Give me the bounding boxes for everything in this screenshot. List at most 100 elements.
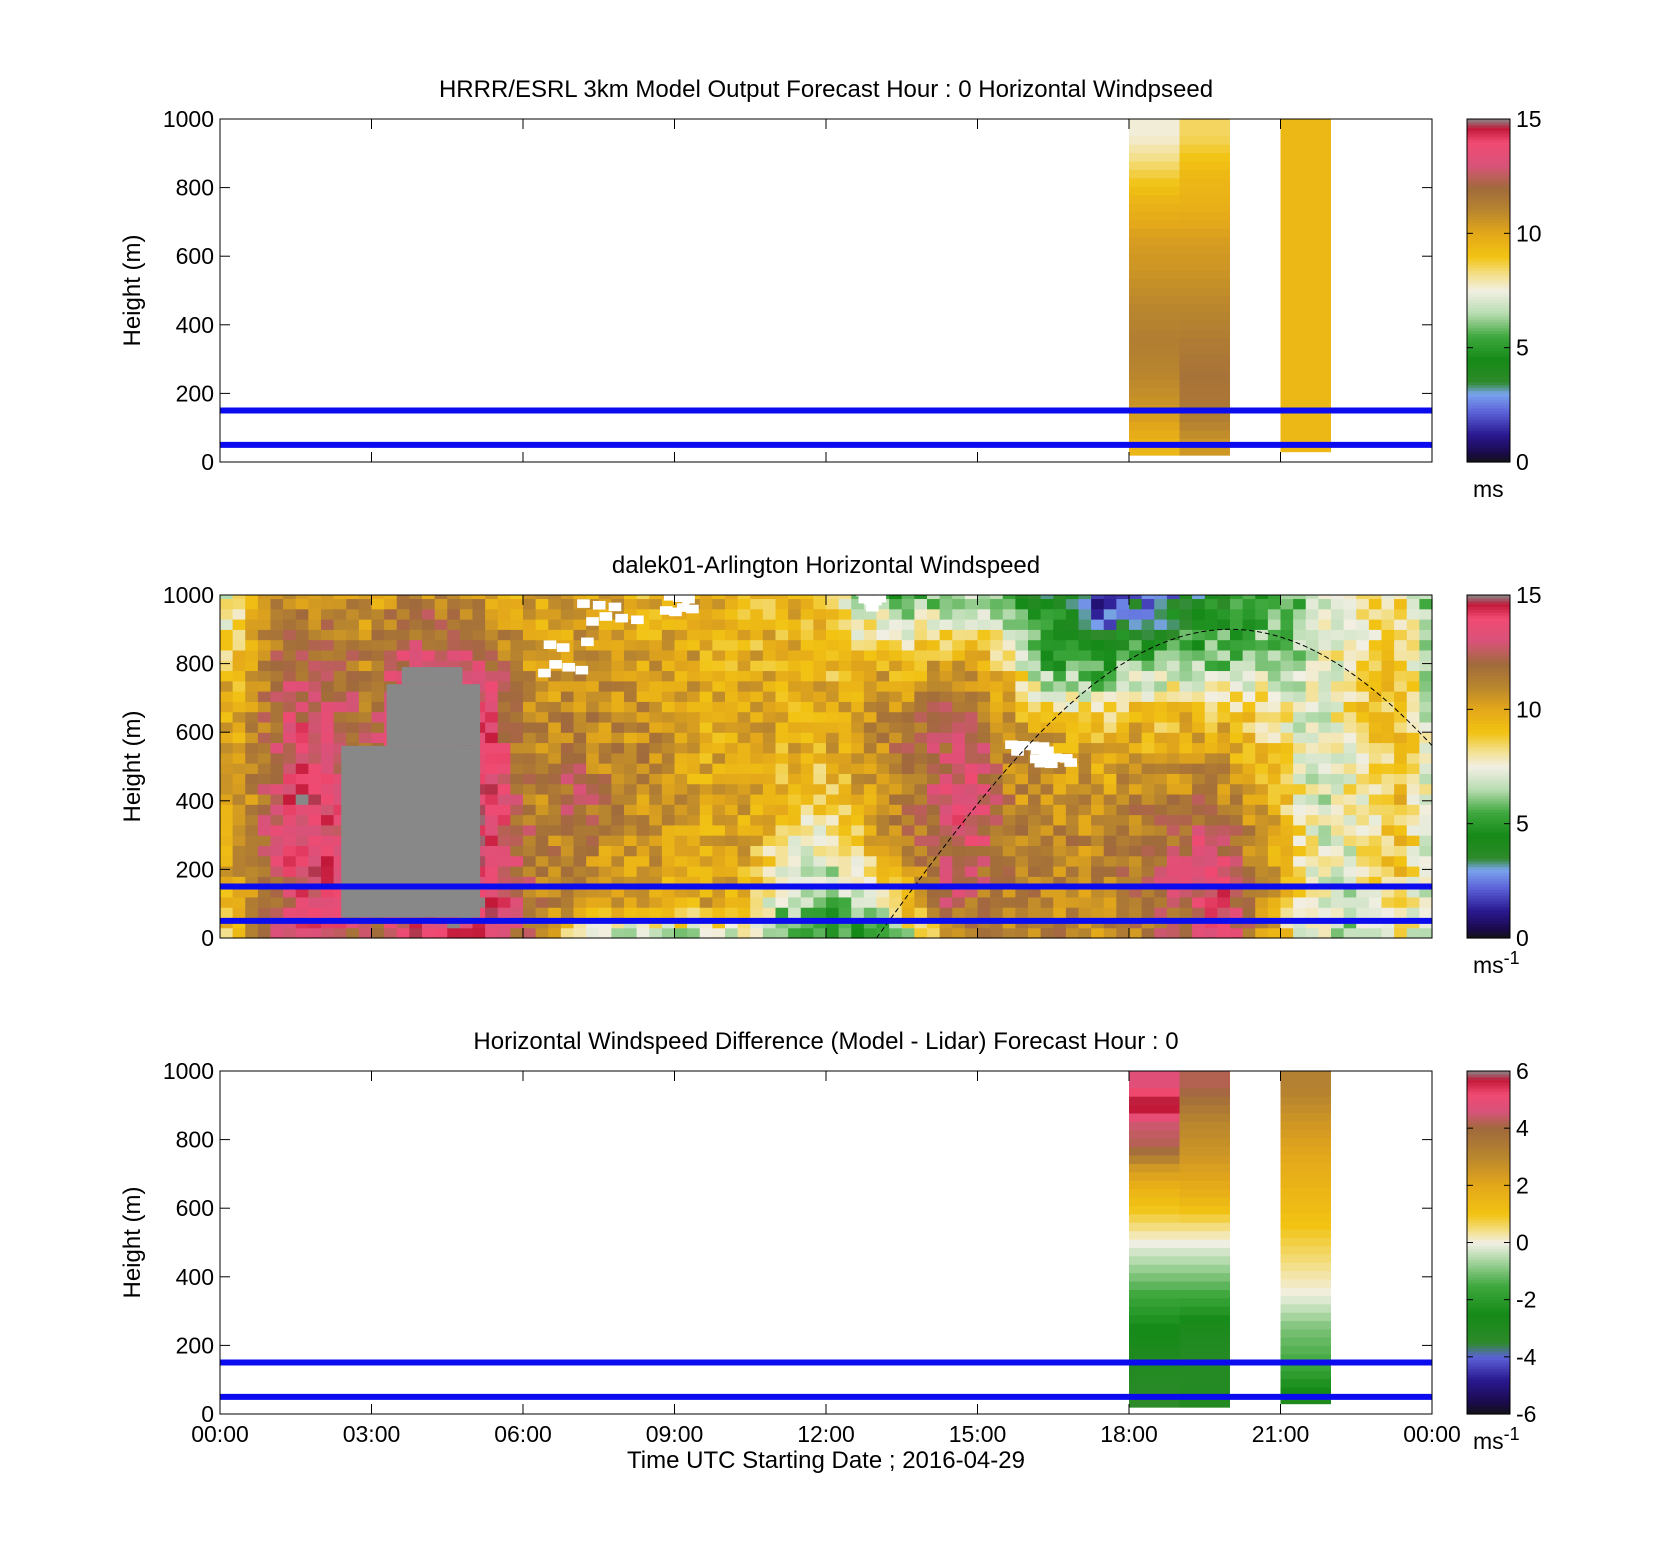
heatmap-cell xyxy=(1305,763,1319,774)
heatmap-cell xyxy=(1040,886,1054,898)
heatmap-cell xyxy=(510,721,524,733)
heatmap-cell xyxy=(737,619,751,630)
heatmap-cell xyxy=(851,721,865,733)
heatmap-cell xyxy=(876,845,890,857)
heatmap-cell xyxy=(1116,595,1130,600)
heatmap-cell xyxy=(762,835,777,846)
heatmap-cell xyxy=(1129,219,1180,229)
heatmap-cell xyxy=(813,907,827,919)
heatmap-cell xyxy=(1053,691,1067,702)
heatmap-cell xyxy=(270,598,284,610)
heatmap-cell xyxy=(939,660,953,672)
heatmap-cell xyxy=(1255,629,1269,641)
heatmap-cell xyxy=(939,824,953,836)
heatmap-cell xyxy=(1053,835,1067,846)
heatmap-cell xyxy=(1204,814,1218,826)
heatmap-cell xyxy=(283,660,297,672)
heatmap-cell xyxy=(1343,629,1357,641)
heatmap-cell xyxy=(1381,752,1395,764)
heatmap-cell xyxy=(333,876,347,888)
heatmap-cell xyxy=(1166,649,1181,661)
heatmap-cell xyxy=(1154,608,1168,620)
heatmap-cell xyxy=(333,670,347,682)
heatmap-cell xyxy=(927,680,941,692)
heatmap-cell xyxy=(409,660,423,672)
heatmap-cell xyxy=(889,804,903,816)
heatmap-cell xyxy=(674,835,688,846)
heatmap-cell xyxy=(333,629,347,641)
heatmap-cell xyxy=(1129,278,1180,288)
heatmap-cell xyxy=(510,763,524,774)
heatmap-cell xyxy=(295,824,309,836)
heatmap-cell xyxy=(1280,804,1294,816)
colorbar-swatch xyxy=(1467,1105,1510,1109)
heatmap-cell xyxy=(1331,742,1345,754)
heatmap-cell xyxy=(901,752,915,764)
colorbar-swatch xyxy=(1467,777,1510,782)
heatmap-cell xyxy=(1204,896,1218,908)
heatmap-cell xyxy=(1078,835,1092,846)
heatmap-cell xyxy=(1154,855,1168,867)
heatmap-cell xyxy=(321,865,335,877)
heatmap-cell xyxy=(1267,804,1282,816)
colorbar-swatch xyxy=(1467,141,1510,146)
heatmap-cell xyxy=(283,732,297,744)
heatmap-cell xyxy=(1305,814,1319,826)
heatmap-cell xyxy=(1129,269,1180,280)
heatmap-cell xyxy=(1217,814,1231,826)
heatmap-cell xyxy=(1394,649,1408,661)
heatmap-cell xyxy=(1394,629,1408,641)
heatmap-cell xyxy=(321,814,335,826)
heatmap-cell xyxy=(1305,783,1319,795)
heatmap-cell xyxy=(1331,732,1345,744)
heatmap-cell xyxy=(1129,1339,1180,1349)
heatmap-cell xyxy=(1217,660,1231,672)
heatmap-cell xyxy=(1179,1087,1230,1097)
heatmap-cell xyxy=(624,886,638,898)
heatmap-cell xyxy=(1179,804,1193,816)
heatmap-cell xyxy=(1356,680,1370,692)
heatmap-cell xyxy=(510,680,524,692)
heatmap-cell xyxy=(586,608,600,620)
heatmap-cell xyxy=(636,732,650,744)
heatmap-cell xyxy=(712,721,726,733)
heatmap-cell xyxy=(1028,855,1042,867)
heatmap-cell xyxy=(712,680,726,692)
heatmap-cell xyxy=(257,701,272,713)
heatmap-cell xyxy=(1015,721,1029,733)
heatmap-cell xyxy=(1129,194,1180,204)
heatmap-cell xyxy=(1343,855,1357,867)
x-tick-label: 18:00 xyxy=(1100,1421,1158,1447)
heatmap-cell xyxy=(1091,660,1105,672)
colorbar-swatch xyxy=(1467,239,1510,243)
heatmap-cell xyxy=(1381,649,1395,661)
colorbar-swatch xyxy=(1467,304,1510,309)
heatmap-cell xyxy=(826,835,840,846)
heatmap-cell xyxy=(1040,711,1054,723)
heatmap-cell xyxy=(914,876,928,888)
y-tick-label: 400 xyxy=(176,1264,214,1290)
heatmap-cell xyxy=(661,711,676,723)
colorbar-swatch xyxy=(1467,1139,1510,1144)
heatmap-cell xyxy=(1280,660,1294,672)
colorbar-swatch xyxy=(1467,880,1510,885)
heatmap-cell xyxy=(270,721,284,733)
heatmap-cell xyxy=(661,835,676,846)
heatmap-cell xyxy=(548,752,562,764)
heatmap-cell xyxy=(1230,814,1244,826)
heatmap-cell xyxy=(826,732,840,744)
heatmap-cell xyxy=(800,701,814,713)
heatmap-cell xyxy=(1116,742,1130,754)
heatmap-cell xyxy=(257,732,272,744)
heatmap-cell xyxy=(914,865,928,877)
heatmap-cell xyxy=(863,660,878,672)
heatmap-cell xyxy=(990,845,1004,857)
colorbar-swatch xyxy=(1467,1333,1510,1338)
heatmap-cell xyxy=(1078,814,1092,826)
heatmap-cell xyxy=(1217,927,1231,939)
heatmap-cell xyxy=(548,793,562,805)
heatmap-cell xyxy=(497,721,511,733)
heatmap-cell xyxy=(1242,783,1256,795)
heatmap-cell xyxy=(1028,845,1042,857)
heatmap-cell xyxy=(1419,639,1433,651)
